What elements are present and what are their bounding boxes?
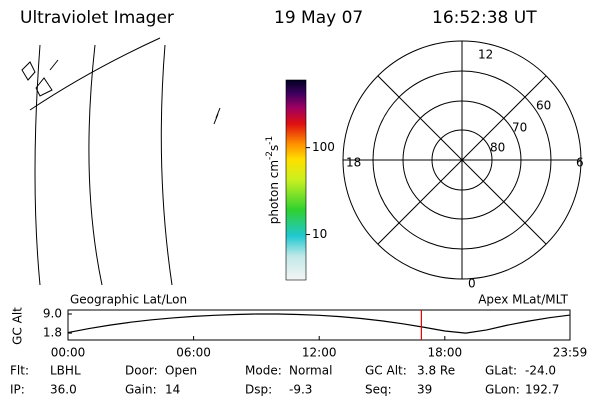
y-axis-label: GC Alt (11, 307, 25, 345)
label-sup: -2 (265, 151, 275, 160)
label-sup: -1 (265, 136, 275, 145)
label-part: photon cm (267, 160, 281, 224)
info-value: 3.8 Re (417, 364, 455, 378)
mlt-label: 6 (576, 156, 584, 170)
y-tick-label: 9.0 (43, 306, 62, 320)
info-label: Seq: (365, 383, 392, 397)
date: 19 May 07 (274, 8, 363, 28)
info-label: GLat: (485, 364, 517, 378)
image-map (21, 37, 221, 286)
left-label: Geographic Lat/Lon (70, 293, 187, 307)
x-tick-label: 12:00 (302, 346, 337, 360)
lat-label: 70 (512, 121, 527, 135)
info-value: Normal (289, 364, 332, 378)
lat-label: 80 (490, 141, 505, 155)
mlt-label: 0 (468, 277, 476, 291)
info-label: GLon: (485, 383, 520, 397)
info-label: Door: (125, 364, 158, 378)
x-tick-label: 00:00 (51, 346, 86, 360)
info-value: 192.7 (525, 383, 559, 397)
info-value: Open (165, 364, 197, 378)
plot-frame (67, 309, 571, 341)
y-tick-label: 1.8 (43, 326, 62, 340)
altitude-line (67, 313, 571, 334)
label-part: s (267, 145, 281, 151)
lat-label: 60 (536, 99, 551, 113)
polar-grid (342, 40, 582, 280)
colorbar (285, 79, 307, 281)
info-value: 39 (417, 383, 432, 397)
x-tick-label: 18:00 (428, 346, 463, 360)
info-label: IP: (10, 383, 25, 397)
info-value: 36.0 (50, 383, 77, 397)
info-value: -9.3 (289, 383, 312, 397)
colorbar-label: photon cm-2s-1 (265, 136, 281, 225)
info-label: Gain: (125, 383, 157, 397)
title: Ultraviolet Imager (20, 8, 174, 28)
right-label: Apex MLat/MLT (478, 293, 568, 307)
info-label: Flt: (10, 364, 29, 378)
info-value: LBHL (50, 364, 81, 378)
colorbar-tick-label: 10 (312, 227, 327, 241)
info-value: -24.0 (525, 364, 556, 378)
mlt-label: 12 (478, 48, 493, 62)
x-tick-label: 06:00 (176, 346, 211, 360)
mlt-label: 18 (346, 156, 361, 170)
colorbar-tick-label: 100 (312, 140, 335, 154)
info-label: Dsp: (245, 383, 272, 397)
info-label: GC Alt: (365, 364, 407, 378)
info-value: 14 (165, 383, 180, 397)
info-label: Mode: (245, 364, 282, 378)
time: 16:52:38 UT (432, 8, 537, 28)
x-tick-label: 23:59 (553, 346, 588, 360)
